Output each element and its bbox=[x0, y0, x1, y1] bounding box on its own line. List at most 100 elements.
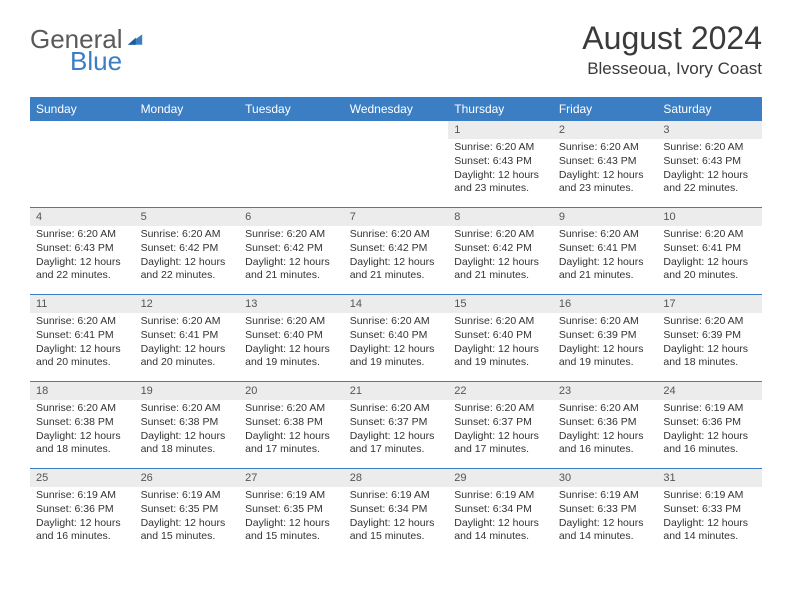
day-cell: 20Sunrise: 6:20 AMSunset: 6:38 PMDayligh… bbox=[239, 382, 344, 468]
sunset-text: Sunset: 6:41 PM bbox=[141, 329, 234, 343]
sunset-text: Sunset: 6:43 PM bbox=[36, 242, 129, 256]
sunset-text: Sunset: 6:39 PM bbox=[663, 329, 756, 343]
day-number: 30 bbox=[553, 469, 658, 487]
sunrise-text: Sunrise: 6:20 AM bbox=[454, 228, 547, 242]
sunset-text: Sunset: 6:42 PM bbox=[245, 242, 338, 256]
day-info: Sunrise: 6:20 AMSunset: 6:38 PMDaylight:… bbox=[239, 400, 344, 461]
sunrise-text: Sunrise: 6:20 AM bbox=[350, 315, 443, 329]
day-number: 31 bbox=[657, 469, 762, 487]
sunset-text: Sunset: 6:33 PM bbox=[559, 503, 652, 517]
day-cell: 1Sunrise: 6:20 AMSunset: 6:43 PMDaylight… bbox=[448, 121, 553, 207]
weekday-header-row: SundayMondayTuesdayWednesdayThursdayFrid… bbox=[30, 97, 762, 121]
day-number: 17 bbox=[657, 295, 762, 313]
sunrise-text: Sunrise: 6:20 AM bbox=[245, 315, 338, 329]
day-info: Sunrise: 6:20 AMSunset: 6:42 PMDaylight:… bbox=[239, 226, 344, 287]
day-number bbox=[30, 121, 135, 139]
day-info: Sunrise: 6:19 AMSunset: 6:33 PMDaylight:… bbox=[553, 487, 658, 548]
day-cell bbox=[135, 121, 240, 207]
sunset-text: Sunset: 6:38 PM bbox=[245, 416, 338, 430]
daylight-text: Daylight: 12 hours and 19 minutes. bbox=[454, 343, 547, 370]
day-cell bbox=[344, 121, 449, 207]
day-number: 26 bbox=[135, 469, 240, 487]
day-number: 27 bbox=[239, 469, 344, 487]
sunset-text: Sunset: 6:43 PM bbox=[663, 155, 756, 169]
day-cell: 12Sunrise: 6:20 AMSunset: 6:41 PMDayligh… bbox=[135, 295, 240, 381]
day-info: Sunrise: 6:20 AMSunset: 6:36 PMDaylight:… bbox=[553, 400, 658, 461]
day-cell: 8Sunrise: 6:20 AMSunset: 6:42 PMDaylight… bbox=[448, 208, 553, 294]
day-cell: 3Sunrise: 6:20 AMSunset: 6:43 PMDaylight… bbox=[657, 121, 762, 207]
day-info: Sunrise: 6:19 AMSunset: 6:34 PMDaylight:… bbox=[448, 487, 553, 548]
day-info: Sunrise: 6:19 AMSunset: 6:34 PMDaylight:… bbox=[344, 487, 449, 548]
day-number: 24 bbox=[657, 382, 762, 400]
sunset-text: Sunset: 6:33 PM bbox=[663, 503, 756, 517]
week-row: 18Sunrise: 6:20 AMSunset: 6:38 PMDayligh… bbox=[30, 382, 762, 468]
day-info: Sunrise: 6:20 AMSunset: 6:43 PMDaylight:… bbox=[553, 139, 658, 200]
daylight-text: Daylight: 12 hours and 19 minutes. bbox=[559, 343, 652, 370]
sunset-text: Sunset: 6:35 PM bbox=[245, 503, 338, 517]
daylight-text: Daylight: 12 hours and 18 minutes. bbox=[663, 343, 756, 370]
day-cell: 21Sunrise: 6:20 AMSunset: 6:37 PMDayligh… bbox=[344, 382, 449, 468]
day-info: Sunrise: 6:20 AMSunset: 6:38 PMDaylight:… bbox=[135, 400, 240, 461]
day-cell: 13Sunrise: 6:20 AMSunset: 6:40 PMDayligh… bbox=[239, 295, 344, 381]
daylight-text: Daylight: 12 hours and 23 minutes. bbox=[559, 169, 652, 196]
weekday-header: Wednesday bbox=[344, 97, 449, 121]
day-info: Sunrise: 6:20 AMSunset: 6:37 PMDaylight:… bbox=[344, 400, 449, 461]
sunrise-text: Sunrise: 6:20 AM bbox=[454, 315, 547, 329]
sunrise-text: Sunrise: 6:20 AM bbox=[559, 141, 652, 155]
sunset-text: Sunset: 6:38 PM bbox=[141, 416, 234, 430]
day-info: Sunrise: 6:20 AMSunset: 6:42 PMDaylight:… bbox=[135, 226, 240, 287]
sunset-text: Sunset: 6:38 PM bbox=[36, 416, 129, 430]
day-number: 14 bbox=[344, 295, 449, 313]
sunset-text: Sunset: 6:40 PM bbox=[454, 329, 547, 343]
sunset-text: Sunset: 6:40 PM bbox=[350, 329, 443, 343]
day-cell: 17Sunrise: 6:20 AMSunset: 6:39 PMDayligh… bbox=[657, 295, 762, 381]
day-number: 4 bbox=[30, 208, 135, 226]
day-info: Sunrise: 6:20 AMSunset: 6:42 PMDaylight:… bbox=[448, 226, 553, 287]
day-cell: 19Sunrise: 6:20 AMSunset: 6:38 PMDayligh… bbox=[135, 382, 240, 468]
day-info: Sunrise: 6:20 AMSunset: 6:41 PMDaylight:… bbox=[553, 226, 658, 287]
sunrise-text: Sunrise: 6:20 AM bbox=[36, 315, 129, 329]
day-number: 2 bbox=[553, 121, 658, 139]
day-info: Sunrise: 6:20 AMSunset: 6:43 PMDaylight:… bbox=[30, 226, 135, 287]
day-info: Sunrise: 6:19 AMSunset: 6:36 PMDaylight:… bbox=[657, 400, 762, 461]
day-number bbox=[135, 121, 240, 139]
sunrise-text: Sunrise: 6:20 AM bbox=[141, 402, 234, 416]
day-info: Sunrise: 6:20 AMSunset: 6:37 PMDaylight:… bbox=[448, 400, 553, 461]
day-number: 5 bbox=[135, 208, 240, 226]
page-title: August 2024 bbox=[582, 20, 762, 57]
day-cell: 29Sunrise: 6:19 AMSunset: 6:34 PMDayligh… bbox=[448, 469, 553, 555]
sunrise-text: Sunrise: 6:19 AM bbox=[141, 489, 234, 503]
day-number: 25 bbox=[30, 469, 135, 487]
weekday-header: Thursday bbox=[448, 97, 553, 121]
sunset-text: Sunset: 6:37 PM bbox=[454, 416, 547, 430]
day-number: 6 bbox=[239, 208, 344, 226]
week-row: 25Sunrise: 6:19 AMSunset: 6:36 PMDayligh… bbox=[30, 469, 762, 555]
day-info: Sunrise: 6:20 AMSunset: 6:43 PMDaylight:… bbox=[657, 139, 762, 200]
weekday-header: Tuesday bbox=[239, 97, 344, 121]
sunrise-text: Sunrise: 6:20 AM bbox=[141, 315, 234, 329]
calendar-page: GeneralBlue August 2024 Blesseoua, Ivory… bbox=[0, 0, 792, 575]
calendar: SundayMondayTuesdayWednesdayThursdayFrid… bbox=[30, 97, 762, 555]
day-cell bbox=[30, 121, 135, 207]
daylight-text: Daylight: 12 hours and 21 minutes. bbox=[454, 256, 547, 283]
sunrise-text: Sunrise: 6:19 AM bbox=[454, 489, 547, 503]
sunset-text: Sunset: 6:41 PM bbox=[663, 242, 756, 256]
daylight-text: Daylight: 12 hours and 22 minutes. bbox=[36, 256, 129, 283]
sunrise-text: Sunrise: 6:20 AM bbox=[663, 228, 756, 242]
daylight-text: Daylight: 12 hours and 17 minutes. bbox=[454, 430, 547, 457]
day-cell: 9Sunrise: 6:20 AMSunset: 6:41 PMDaylight… bbox=[553, 208, 658, 294]
day-info: Sunrise: 6:20 AMSunset: 6:41 PMDaylight:… bbox=[135, 313, 240, 374]
daylight-text: Daylight: 12 hours and 18 minutes. bbox=[141, 430, 234, 457]
day-number: 28 bbox=[344, 469, 449, 487]
sunset-text: Sunset: 6:40 PM bbox=[245, 329, 338, 343]
day-number: 1 bbox=[448, 121, 553, 139]
sunrise-text: Sunrise: 6:19 AM bbox=[245, 489, 338, 503]
location-label: Blesseoua, Ivory Coast bbox=[582, 59, 762, 79]
day-number: 22 bbox=[448, 382, 553, 400]
sunset-text: Sunset: 6:39 PM bbox=[559, 329, 652, 343]
day-number: 19 bbox=[135, 382, 240, 400]
day-number: 16 bbox=[553, 295, 658, 313]
day-cell: 18Sunrise: 6:20 AMSunset: 6:38 PMDayligh… bbox=[30, 382, 135, 468]
weekday-header: Saturday bbox=[657, 97, 762, 121]
week-row: 11Sunrise: 6:20 AMSunset: 6:41 PMDayligh… bbox=[30, 295, 762, 381]
